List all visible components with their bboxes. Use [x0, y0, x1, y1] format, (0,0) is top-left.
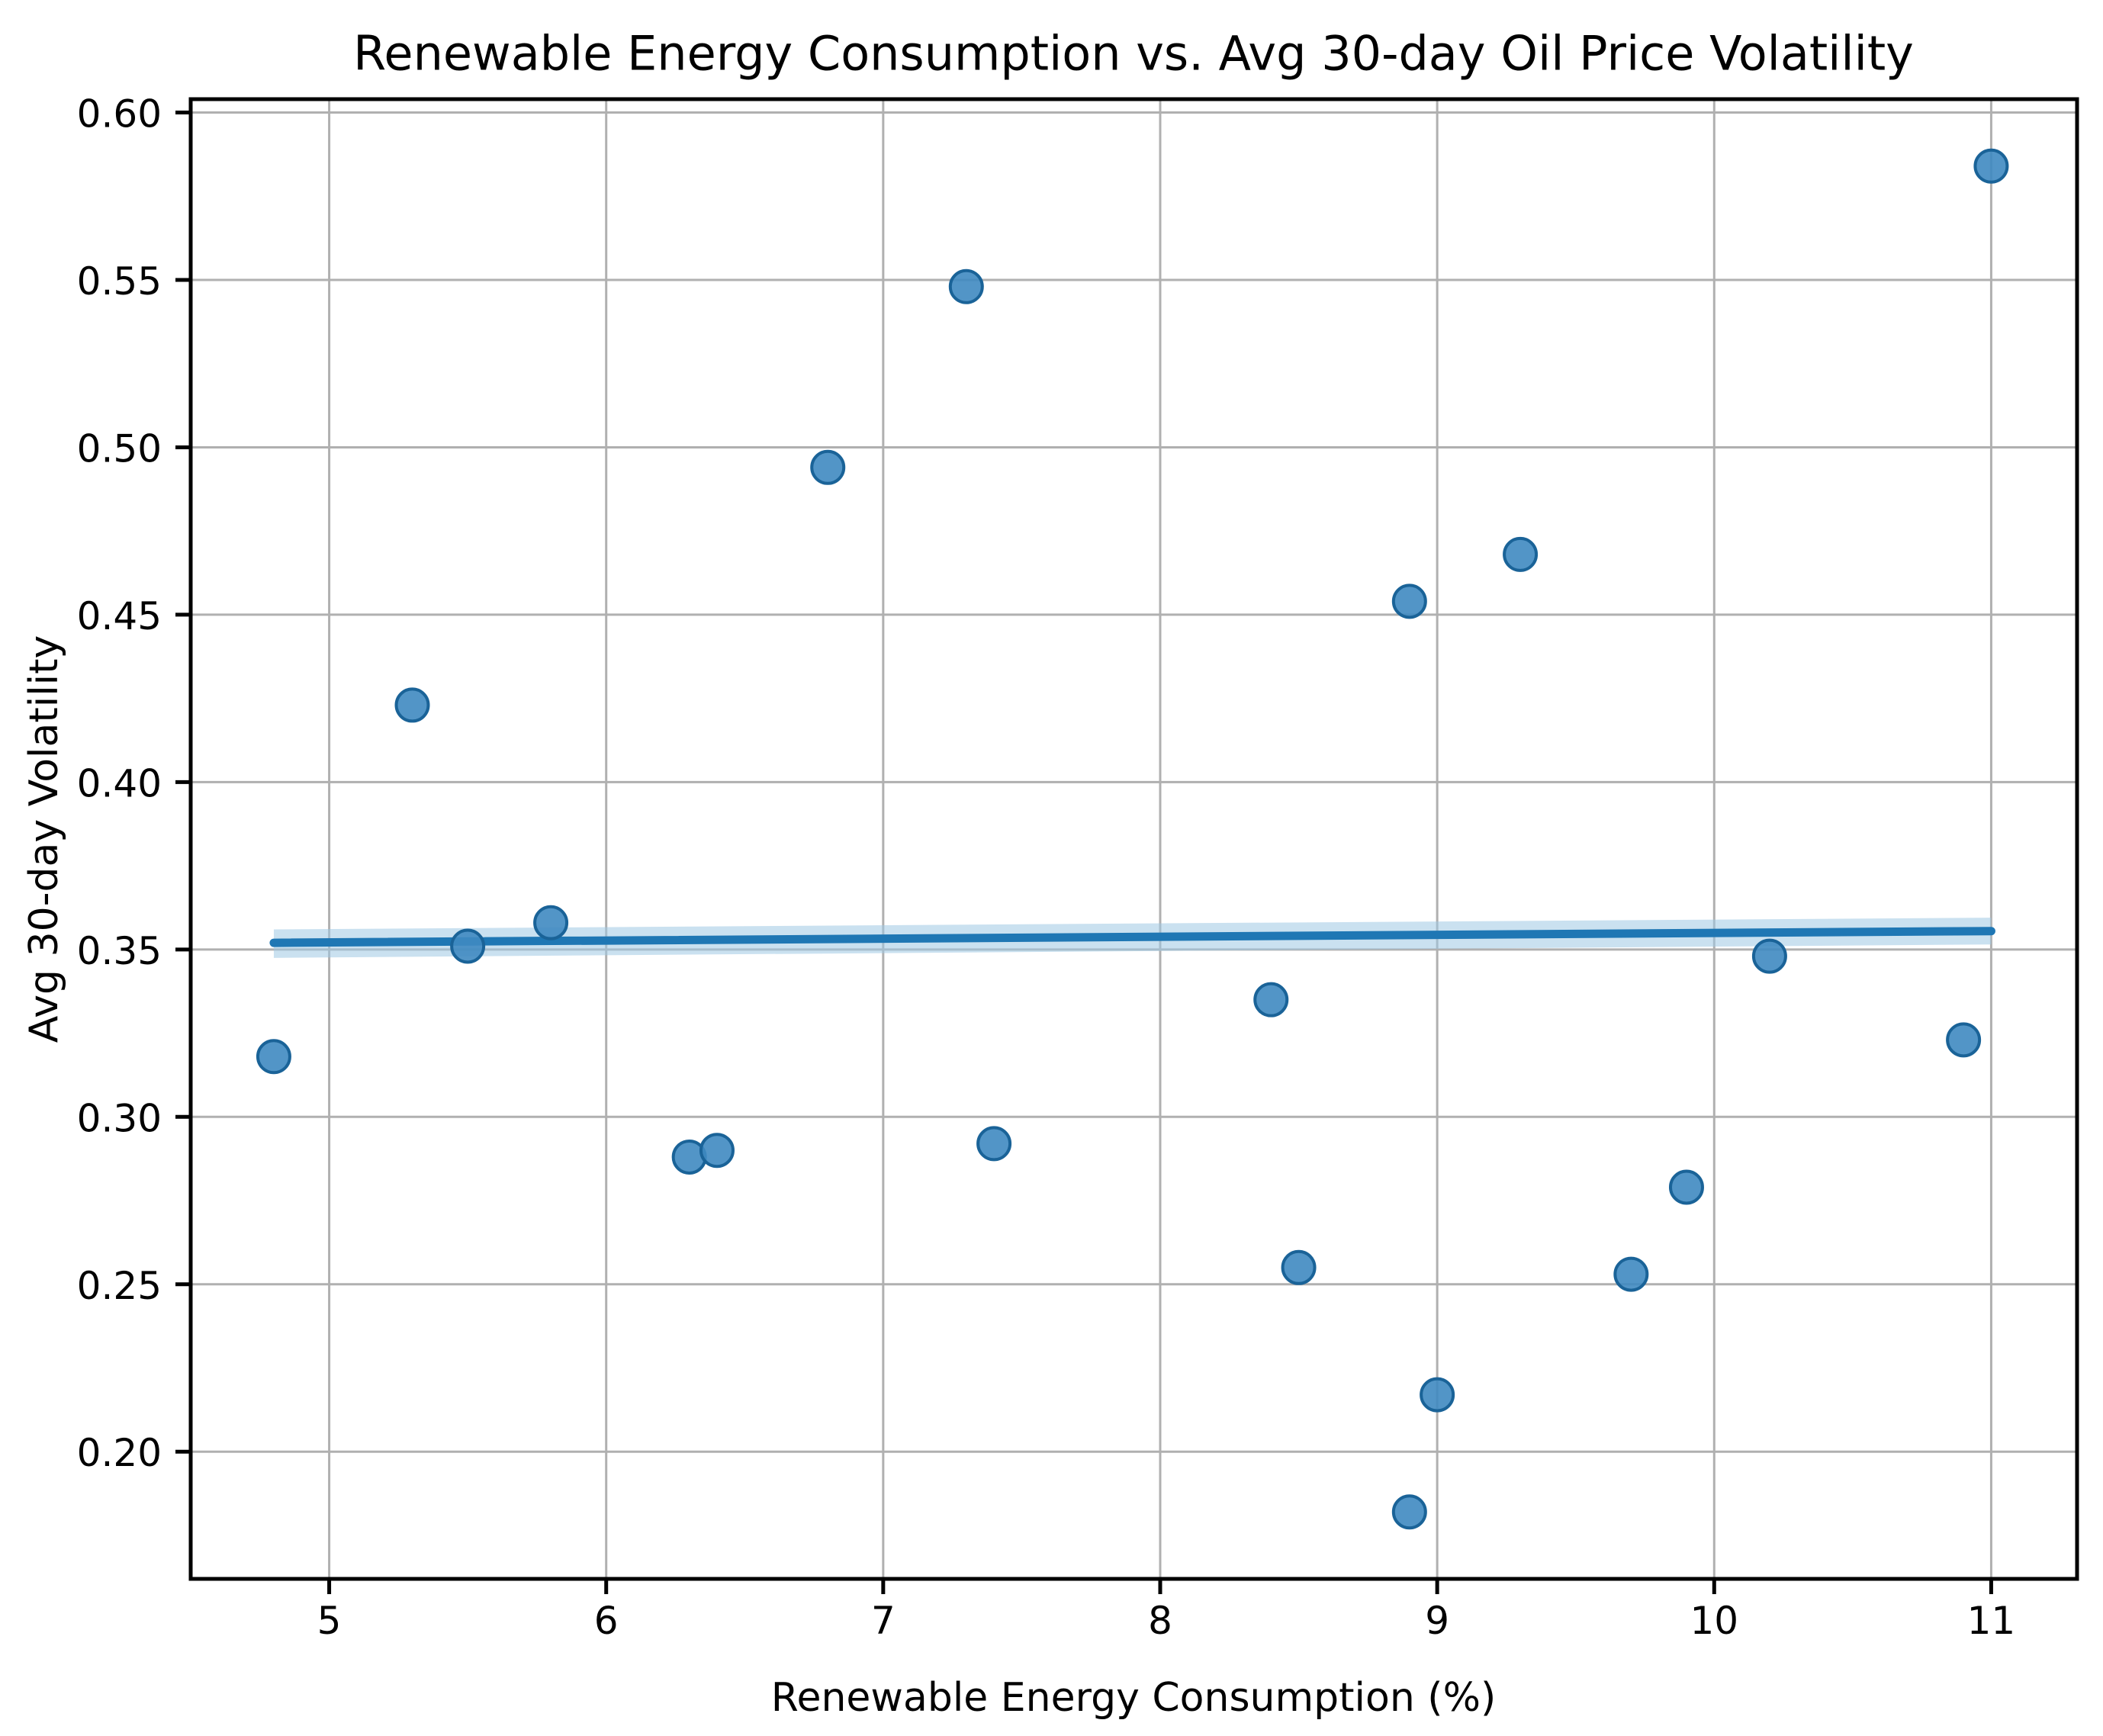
- chart-layers: 5 6 7 8 9 10 11 0.20 0.25 0.30 0.35 0.40 0.45 0.50 0.5…: [77, 92, 2079, 1643]
- y-tick-label: 0.20: [77, 1431, 162, 1475]
- data-point: [1281, 1249, 1317, 1285]
- data-point: [948, 268, 984, 304]
- trend-line: [269, 927, 1995, 947]
- x-tick-label: 10: [1690, 1599, 1738, 1643]
- y-tick-label: 0.25: [77, 1264, 162, 1308]
- data-point: [1420, 1377, 1455, 1413]
- data-point: [810, 449, 846, 485]
- data-point: [394, 687, 430, 723]
- data-point: [1391, 1494, 1427, 1530]
- y-tick-label: 0.55: [77, 259, 162, 304]
- x-tick-label: 6: [594, 1599, 619, 1643]
- data-point: [699, 1133, 735, 1169]
- data-point: [1946, 1022, 1982, 1058]
- x-axis-label: Renewable Energy Consumption (%): [771, 1675, 1497, 1721]
- chart-title: Renewable Energy Consumption vs. Avg 30-…: [353, 26, 1914, 82]
- y-tick-label: 0.45: [77, 594, 162, 638]
- data-point: [450, 928, 486, 964]
- data-point: [1973, 148, 2009, 184]
- y-tick-label: 0.50: [77, 426, 162, 471]
- data-point: [1668, 1169, 1704, 1205]
- data-point: [1613, 1256, 1649, 1292]
- y-tick-label: 0.35: [77, 929, 162, 973]
- data-point: [1253, 982, 1289, 1017]
- y-tick-label: 0.30: [77, 1096, 162, 1140]
- plot-area-border: [188, 97, 2079, 1581]
- x-tick-label: 7: [871, 1599, 896, 1643]
- x-tick-label: 11: [1967, 1599, 2016, 1643]
- y-tick-label: 0.60: [77, 92, 162, 137]
- y-axis-label: Avg 30-day Volatility: [21, 635, 67, 1043]
- data-point: [533, 905, 569, 940]
- x-tick-label: 5: [317, 1599, 342, 1643]
- x-tick-label: 8: [1148, 1599, 1172, 1643]
- data-point: [976, 1126, 1012, 1162]
- x-tick-label: 9: [1425, 1599, 1449, 1643]
- y-tick-label: 0.40: [77, 761, 162, 805]
- data-point: [1751, 938, 1787, 974]
- data-point: [256, 1039, 291, 1075]
- data-point: [1391, 583, 1427, 619]
- data-point: [1503, 536, 1539, 572]
